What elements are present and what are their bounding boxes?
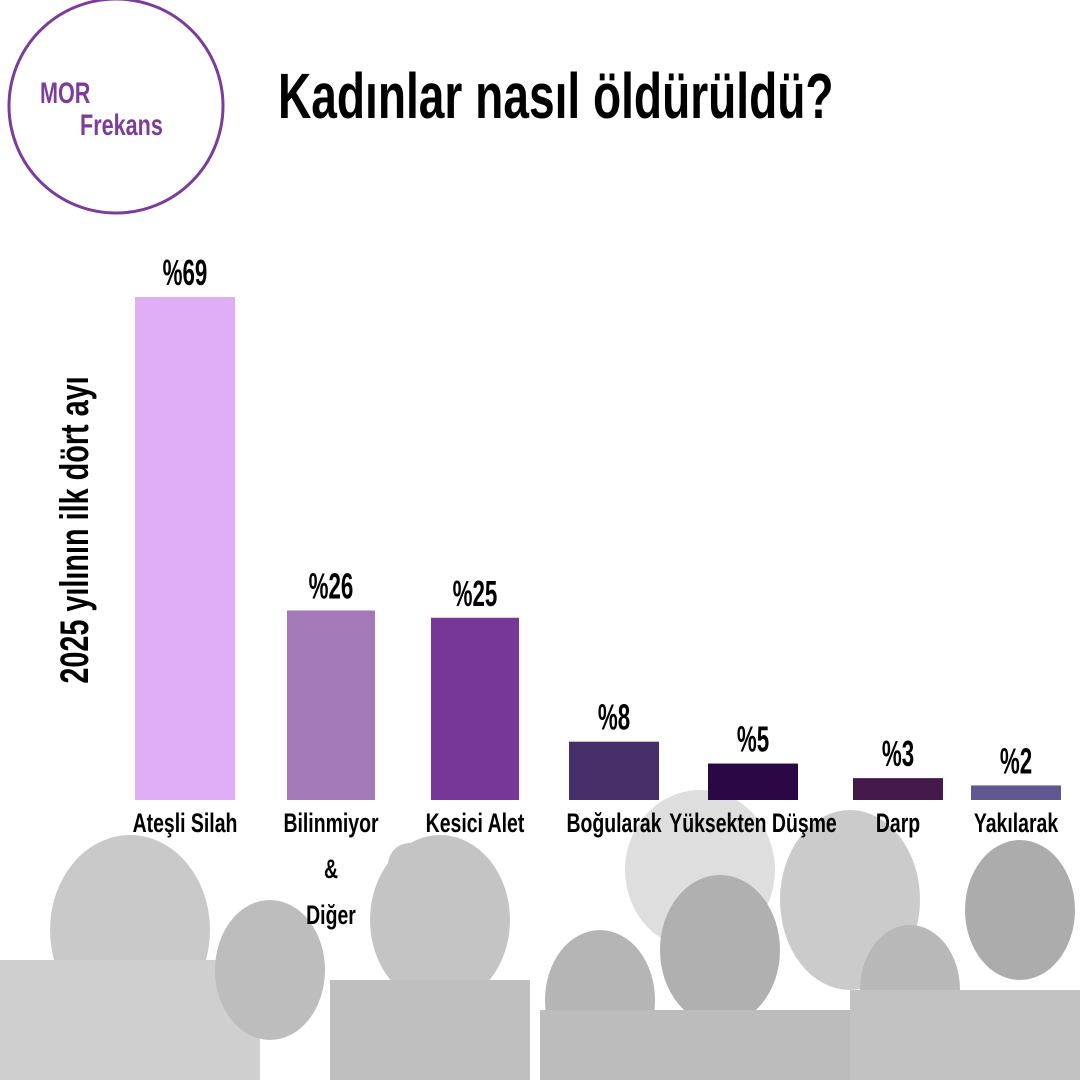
logo-frekans: Frekans (80, 109, 163, 142)
x-tick-label: Darp (876, 808, 920, 838)
bar (431, 617, 519, 800)
value-label: %26 (309, 565, 354, 606)
bar (287, 610, 375, 800)
logo: MOR Frekans (7, 0, 225, 215)
value-label: %5 (737, 719, 769, 760)
bar (971, 785, 1061, 800)
x-tick-label: Ateşli Silah (133, 808, 238, 838)
bar (135, 297, 235, 800)
silhouettes (0, 790, 1080, 1080)
value-label: %3 (882, 733, 914, 774)
value-label: %69 (163, 252, 208, 293)
x-tick-label: Boğularak (566, 808, 662, 838)
bar (569, 741, 659, 800)
x-tick-label: Yakılarak (974, 808, 1059, 838)
chart-title: Kadınlar nasıl öldürüldü? (278, 60, 834, 132)
x-tick-label: Yüksekten Düşme (669, 808, 836, 838)
value-label: %25 (453, 573, 498, 614)
value-label: %2 (1000, 740, 1032, 781)
x-tick-label: Kesici Alet (426, 808, 525, 838)
y-axis-label: 2025 yılının ilk dört ayı (53, 376, 97, 683)
x-tick-label: Bilinmiyor & Diğer (283, 808, 378, 930)
logo-mor: MOR (40, 77, 91, 110)
bar (708, 763, 798, 800)
bar (853, 778, 943, 800)
value-label: %8 (598, 697, 630, 738)
